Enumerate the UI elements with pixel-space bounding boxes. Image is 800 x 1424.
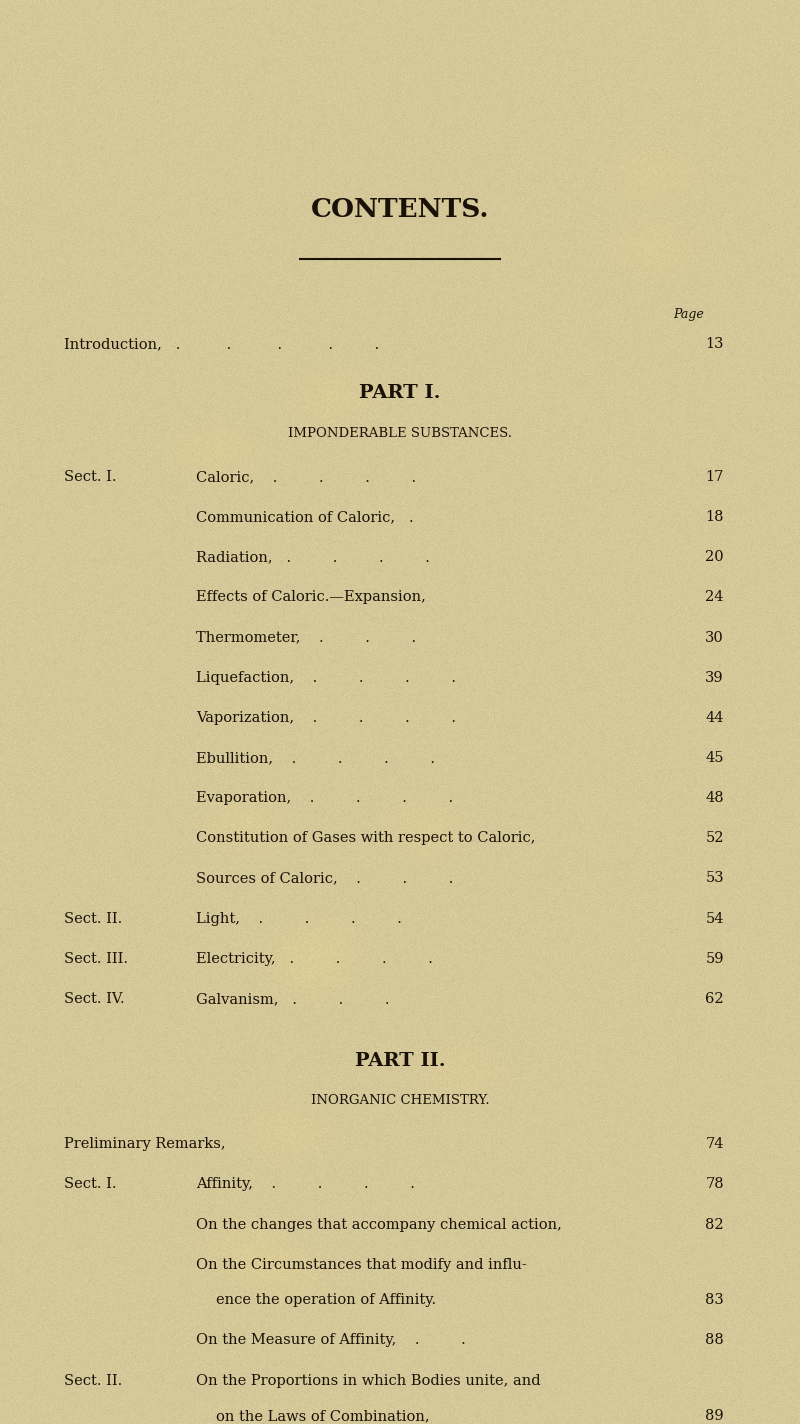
Text: 20: 20 — [706, 550, 724, 564]
Text: 82: 82 — [706, 1218, 724, 1232]
Text: Liquefaction,    .         .         .         .: Liquefaction, . . . . — [196, 671, 456, 685]
Text: Effects of Caloric.—Expansion,: Effects of Caloric.—Expansion, — [196, 591, 426, 604]
Text: 13: 13 — [706, 337, 724, 352]
Text: PART I.: PART I. — [359, 384, 441, 403]
Text: 62: 62 — [706, 993, 724, 1005]
Text: 52: 52 — [706, 832, 724, 846]
Text: Electricity,   .         .         .         .: Electricity, . . . . — [196, 951, 433, 965]
Text: Sources of Caloric,    .         .         .: Sources of Caloric, . . . — [196, 871, 454, 886]
Text: CONTENTS.: CONTENTS. — [310, 197, 490, 222]
Text: Constitution of Gases with respect to Caloric,: Constitution of Gases with respect to Ca… — [196, 832, 535, 846]
Text: Sect. I.: Sect. I. — [64, 1178, 117, 1192]
Text: 88: 88 — [706, 1333, 724, 1347]
Text: Sect. I.: Sect. I. — [64, 470, 117, 484]
Text: On the changes that accompany chemical action,: On the changes that accompany chemical a… — [196, 1218, 562, 1232]
Text: INORGANIC CHEMISTRY.: INORGANIC CHEMISTRY. — [310, 1095, 490, 1108]
Text: 54: 54 — [706, 911, 724, 926]
Text: 18: 18 — [706, 510, 724, 524]
Text: Page: Page — [674, 308, 704, 320]
Text: IMPONDERABLE SUBSTANCES.: IMPONDERABLE SUBSTANCES. — [288, 427, 512, 440]
Text: on the Laws of Combination,: on the Laws of Combination, — [216, 1410, 430, 1423]
Text: 39: 39 — [706, 671, 724, 685]
Text: Vaporization,    .         .         .         .: Vaporization, . . . . — [196, 711, 456, 725]
Text: Sect. IV.: Sect. IV. — [64, 993, 125, 1005]
Text: Sect. II.: Sect. II. — [64, 1374, 122, 1387]
Text: 17: 17 — [706, 470, 724, 484]
Text: Introduction,   .          .          .          .         .: Introduction, . . . . . — [64, 337, 379, 352]
Text: Thermometer,    .         .         .: Thermometer, . . . — [196, 631, 416, 645]
Text: 53: 53 — [706, 871, 724, 886]
Text: 78: 78 — [706, 1178, 724, 1192]
Text: Galvanism,   .         .         .: Galvanism, . . . — [196, 993, 390, 1005]
Text: Sect. III.: Sect. III. — [64, 951, 128, 965]
Text: 89: 89 — [706, 1410, 724, 1423]
Text: 83: 83 — [706, 1293, 724, 1307]
Text: Affinity,    .         .         .         .: Affinity, . . . . — [196, 1178, 415, 1192]
Text: Light,    .         .         .         .: Light, . . . . — [196, 911, 402, 926]
Text: Radiation,   .         .         .         .: Radiation, . . . . — [196, 550, 430, 564]
Text: Preliminary Remarks,: Preliminary Remarks, — [64, 1138, 226, 1151]
Text: 74: 74 — [706, 1138, 724, 1151]
Text: 59: 59 — [706, 951, 724, 965]
Text: On the Proportions in which Bodies unite, and: On the Proportions in which Bodies unite… — [196, 1374, 541, 1387]
Text: Sect. II.: Sect. II. — [64, 911, 122, 926]
Text: 48: 48 — [706, 792, 724, 805]
Text: ence the operation of Affinity.: ence the operation of Affinity. — [216, 1293, 436, 1307]
Text: 44: 44 — [706, 711, 724, 725]
Text: 45: 45 — [706, 750, 724, 765]
Text: Ebullition,    .         .         .         .: Ebullition, . . . . — [196, 750, 435, 765]
Text: Caloric,    .         .         .         .: Caloric, . . . . — [196, 470, 416, 484]
Text: 24: 24 — [706, 591, 724, 604]
Text: 30: 30 — [706, 631, 724, 645]
Text: Evaporation,    .         .         .         .: Evaporation, . . . . — [196, 792, 453, 805]
Text: On the Circumstances that modify and influ-: On the Circumstances that modify and inf… — [196, 1257, 526, 1272]
Text: On the Measure of Affinity,    .         .: On the Measure of Affinity, . . — [196, 1333, 466, 1347]
Text: Communication of Caloric,   .: Communication of Caloric, . — [196, 510, 414, 524]
Text: PART II.: PART II. — [354, 1052, 446, 1069]
